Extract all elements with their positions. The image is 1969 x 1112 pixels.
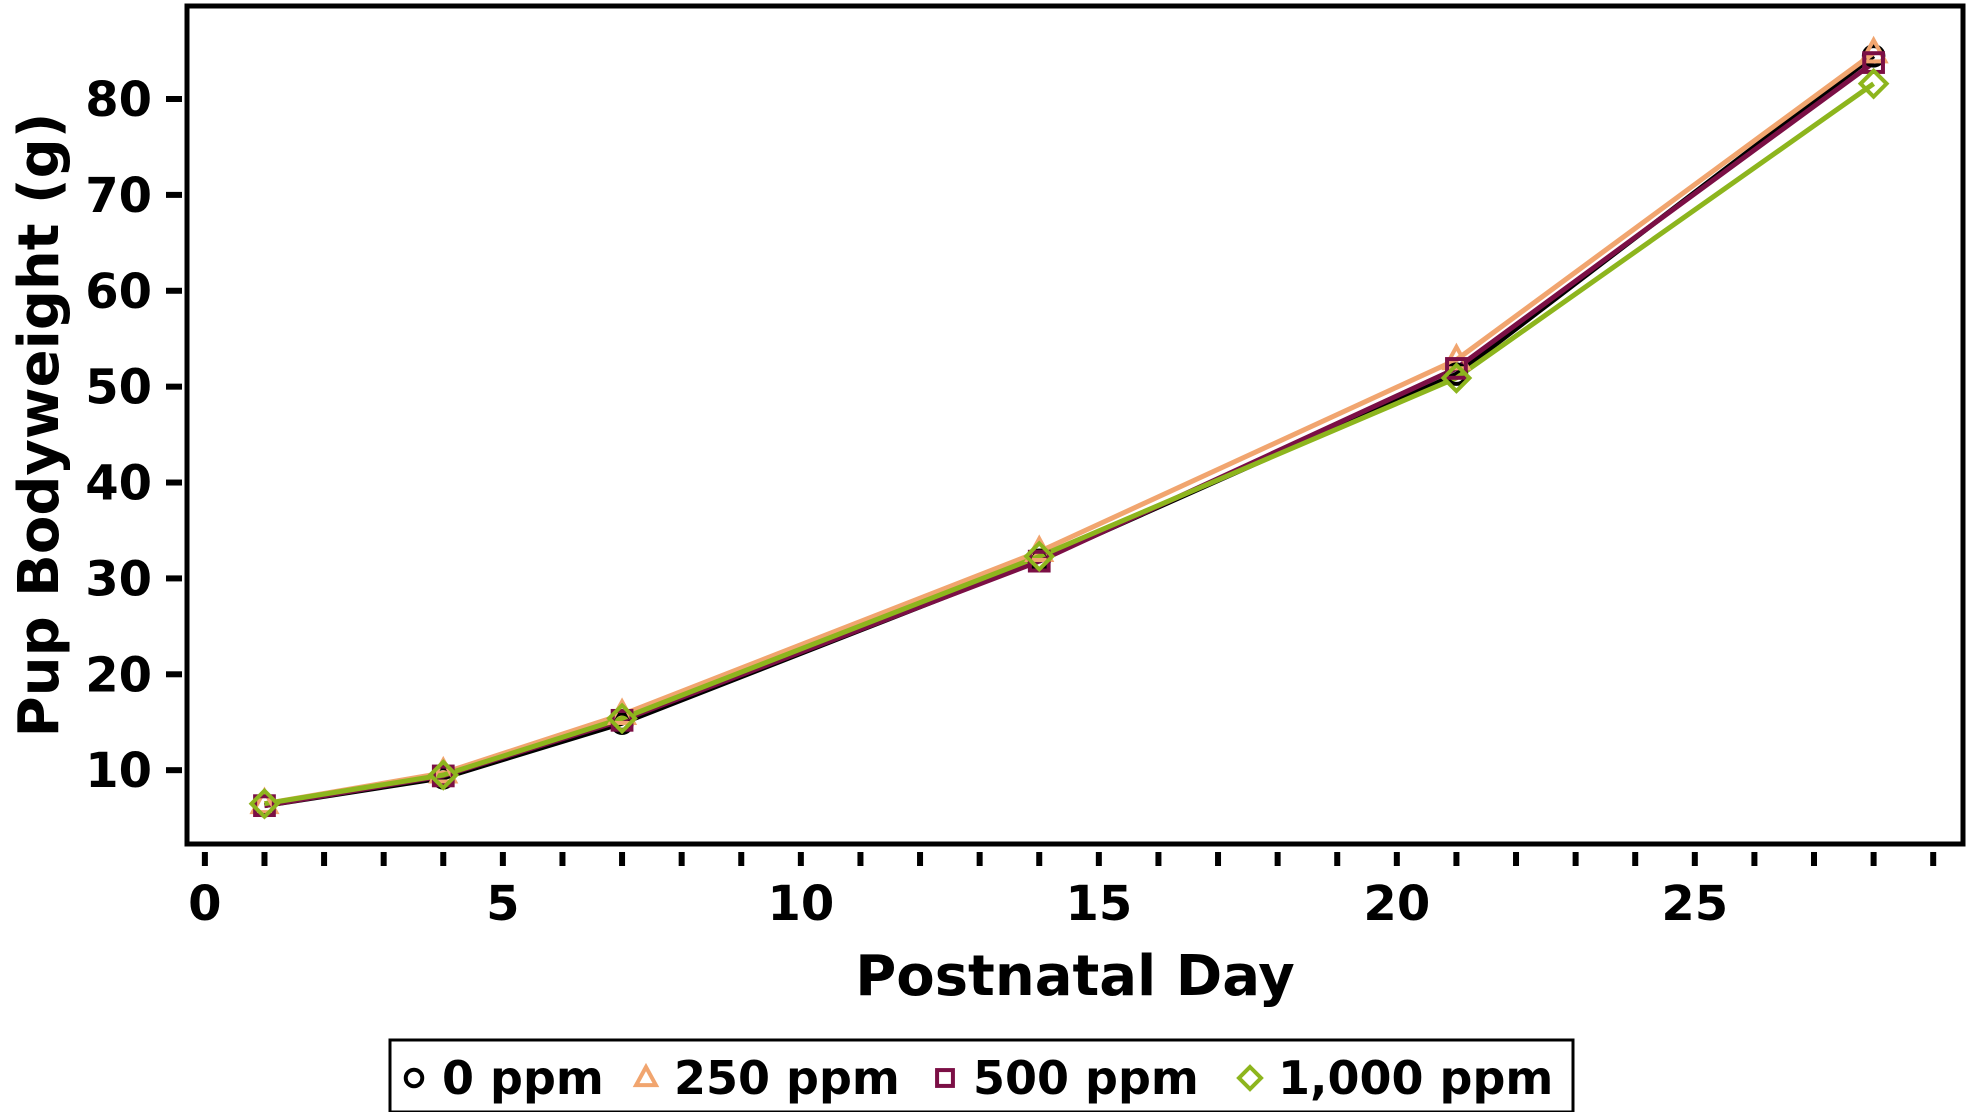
legend-marker — [403, 1067, 425, 1089]
data-point-marker — [1440, 362, 1473, 394]
x-tick-label: 10 — [767, 876, 834, 932]
legend-marker — [1236, 1064, 1264, 1092]
data-point-marker — [249, 786, 280, 815]
x-tick-label: 20 — [1363, 876, 1430, 932]
data-point-marker — [1857, 67, 1890, 100]
legend-frame — [388, 1038, 1575, 1112]
y-tick-label: 10 — [85, 743, 152, 799]
series-line — [264, 50, 1876, 807]
plot-area-frame — [184, 3, 1966, 847]
data-point-marker — [1023, 540, 1056, 573]
legend-marker — [935, 1068, 955, 1088]
y-tick-label: 70 — [85, 168, 152, 224]
legend-label: 0 ppm — [442, 1051, 604, 1105]
x-tick-label: 5 — [486, 876, 519, 932]
data-point-marker — [248, 787, 281, 820]
y-tick-label: 30 — [85, 551, 152, 607]
x-axis: 0 5 10 15 20 25 — [188, 852, 1937, 932]
legend-label: 1,000 ppm — [1278, 1051, 1553, 1105]
data-point-marker — [606, 702, 638, 735]
x-axis-title: Postnatal Day — [855, 944, 1295, 1009]
legend-label: 250 ppm — [674, 1051, 900, 1105]
series-line — [264, 81, 1876, 807]
legend-label: 500 ppm — [973, 1051, 1199, 1105]
y-tick-label: 50 — [85, 360, 152, 416]
y-tick-label: 40 — [85, 456, 152, 512]
data-point-marker — [428, 755, 459, 784]
y-axis-title: Pup Bodyweight (g) — [7, 113, 72, 738]
x-tick-label: 0 — [188, 876, 221, 932]
y-tick-label: 60 — [85, 264, 152, 320]
series-line — [264, 53, 1876, 809]
data-point-marker — [1445, 357, 1468, 380]
data-point-marker — [427, 759, 460, 791]
data-point-marker — [1858, 35, 1889, 64]
x-tick-label: 25 — [1661, 876, 1728, 932]
series-lines — [264, 50, 1876, 809]
legend: 0 ppm 250 ppm 500 ppm 1,000 ppm — [388, 1038, 1575, 1112]
series-markers — [248, 35, 1890, 820]
y-tick-label: 80 — [85, 72, 152, 128]
series-line — [264, 60, 1876, 809]
y-tick-label: 20 — [85, 647, 152, 703]
y-axis: 10 20 30 40 50 60 70 80 — [85, 72, 182, 799]
x-tick-label: 15 — [1065, 876, 1132, 932]
legend-marker — [632, 1062, 660, 1088]
